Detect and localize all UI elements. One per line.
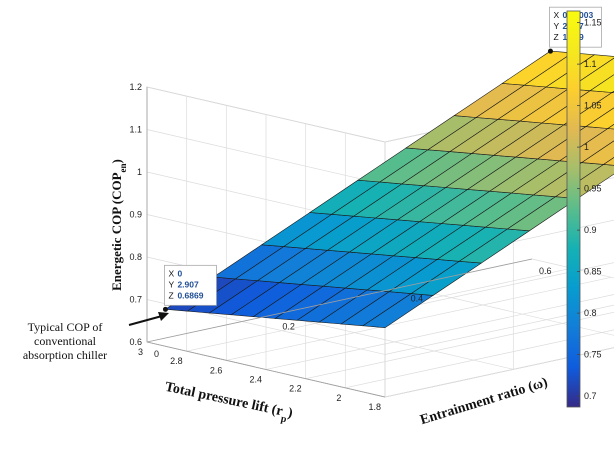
datatip-key: Z <box>553 32 558 42</box>
annotation-arrow <box>128 315 163 326</box>
x-tick-label: 0 <box>154 349 159 359</box>
annotation-line-3: absorption chiller <box>23 348 107 362</box>
y-tick-label: 1.8 <box>368 402 381 412</box>
z-tick-label: 0.7 <box>129 295 142 305</box>
colorbar: 0.7 0.75 0.8 0.85 0.9 0.95 1 1.05 1.1 1.15 <box>566 10 602 408</box>
datatip-key: Z <box>168 290 173 300</box>
surface-cell <box>607 124 614 130</box>
x-axis-line <box>146 258 533 343</box>
axis-ticks: 0.6 0.7 0.8 0.9 1 1.1 1.2 1.8 2 2.2 2.4 2.6 2.8 3 0 0.2… <box>129 82 551 412</box>
datatip-key: Y <box>168 279 174 289</box>
y-tick-label: 3 <box>138 347 143 357</box>
axes-box-front <box>146 87 533 398</box>
datatip-key: X <box>168 268 174 278</box>
annotation-line-2: conventional <box>34 334 97 348</box>
colorbar-tick-label: 1 <box>584 142 589 152</box>
z-tick-label: 0.6 <box>129 337 142 347</box>
z-axis-title: Energetic COP (COPen) <box>109 159 128 291</box>
surface-mesh <box>164 50 614 329</box>
colorbar-tick-label: 1.15 <box>584 18 602 28</box>
y-tick-label: 2.6 <box>210 365 223 375</box>
z-tick-label: 1.1 <box>129 125 142 135</box>
colorbar-tick-label: 1.1 <box>584 59 597 69</box>
datatip-value: 0.6869 <box>177 290 203 300</box>
datatip-key: Y <box>553 21 559 31</box>
surface-cell <box>602 157 614 166</box>
z-tick-label: 1.2 <box>129 82 142 92</box>
x-tick-label: 0.4 <box>411 294 424 304</box>
y-axis-title: Total pressure lift (rp) <box>163 380 295 426</box>
datatip-value: 0 <box>177 268 182 278</box>
surface-cell <box>585 107 614 129</box>
datatip-value: 2.907 <box>177 279 199 289</box>
colorbar-tick-label: 0.85 <box>584 267 602 277</box>
colorbar-tick-label: 0.8 <box>584 308 597 318</box>
y-axis-line <box>146 341 386 398</box>
colorbar-tick-label: 1.05 <box>584 101 602 111</box>
y-tick-label: 2 <box>336 393 341 403</box>
colorbar-tick-label: 0.75 <box>584 350 602 360</box>
y-tick-label: 2.2 <box>289 384 302 394</box>
colorbar-tick-label: 0.7 <box>584 391 597 401</box>
datatip: X 0Y 2.907 Z 0.6869 <box>162 264 217 312</box>
y-tick-label: 2.4 <box>249 375 262 385</box>
z-tick-label: 1 <box>137 167 142 177</box>
z-tick-label: 0.9 <box>129 210 142 220</box>
datatip-key: X <box>553 10 559 20</box>
datatip-marker <box>547 48 553 54</box>
colorbar-tick-label: 0.95 <box>584 184 602 194</box>
z-tick-label: 0.8 <box>129 252 142 262</box>
annotation-arrowhead <box>158 312 169 321</box>
annotation-typical-cop: Typical COP of conventional absorption c… <box>23 312 169 362</box>
colorbar-strip <box>566 10 581 408</box>
x-gridline <box>531 258 614 279</box>
colorbar-tick-label: 0.9 <box>584 225 597 235</box>
datatip-box <box>164 264 217 306</box>
y-tick-label: 2.8 <box>170 356 183 366</box>
datatip-marker <box>162 306 168 312</box>
x-tick-label: 0.2 <box>282 321 295 331</box>
x-tick-label: 0.6 <box>539 266 552 276</box>
annotation-line-1: Typical COP of <box>28 320 103 334</box>
surface-cell <box>589 74 614 93</box>
